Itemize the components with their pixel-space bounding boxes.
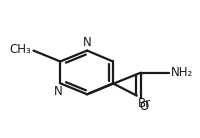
Text: Br: Br xyxy=(138,97,151,110)
Text: N: N xyxy=(83,35,91,49)
Text: NH₂: NH₂ xyxy=(171,66,193,79)
Text: O: O xyxy=(139,100,148,113)
Text: N: N xyxy=(54,85,63,98)
Text: CH₃: CH₃ xyxy=(10,43,31,56)
